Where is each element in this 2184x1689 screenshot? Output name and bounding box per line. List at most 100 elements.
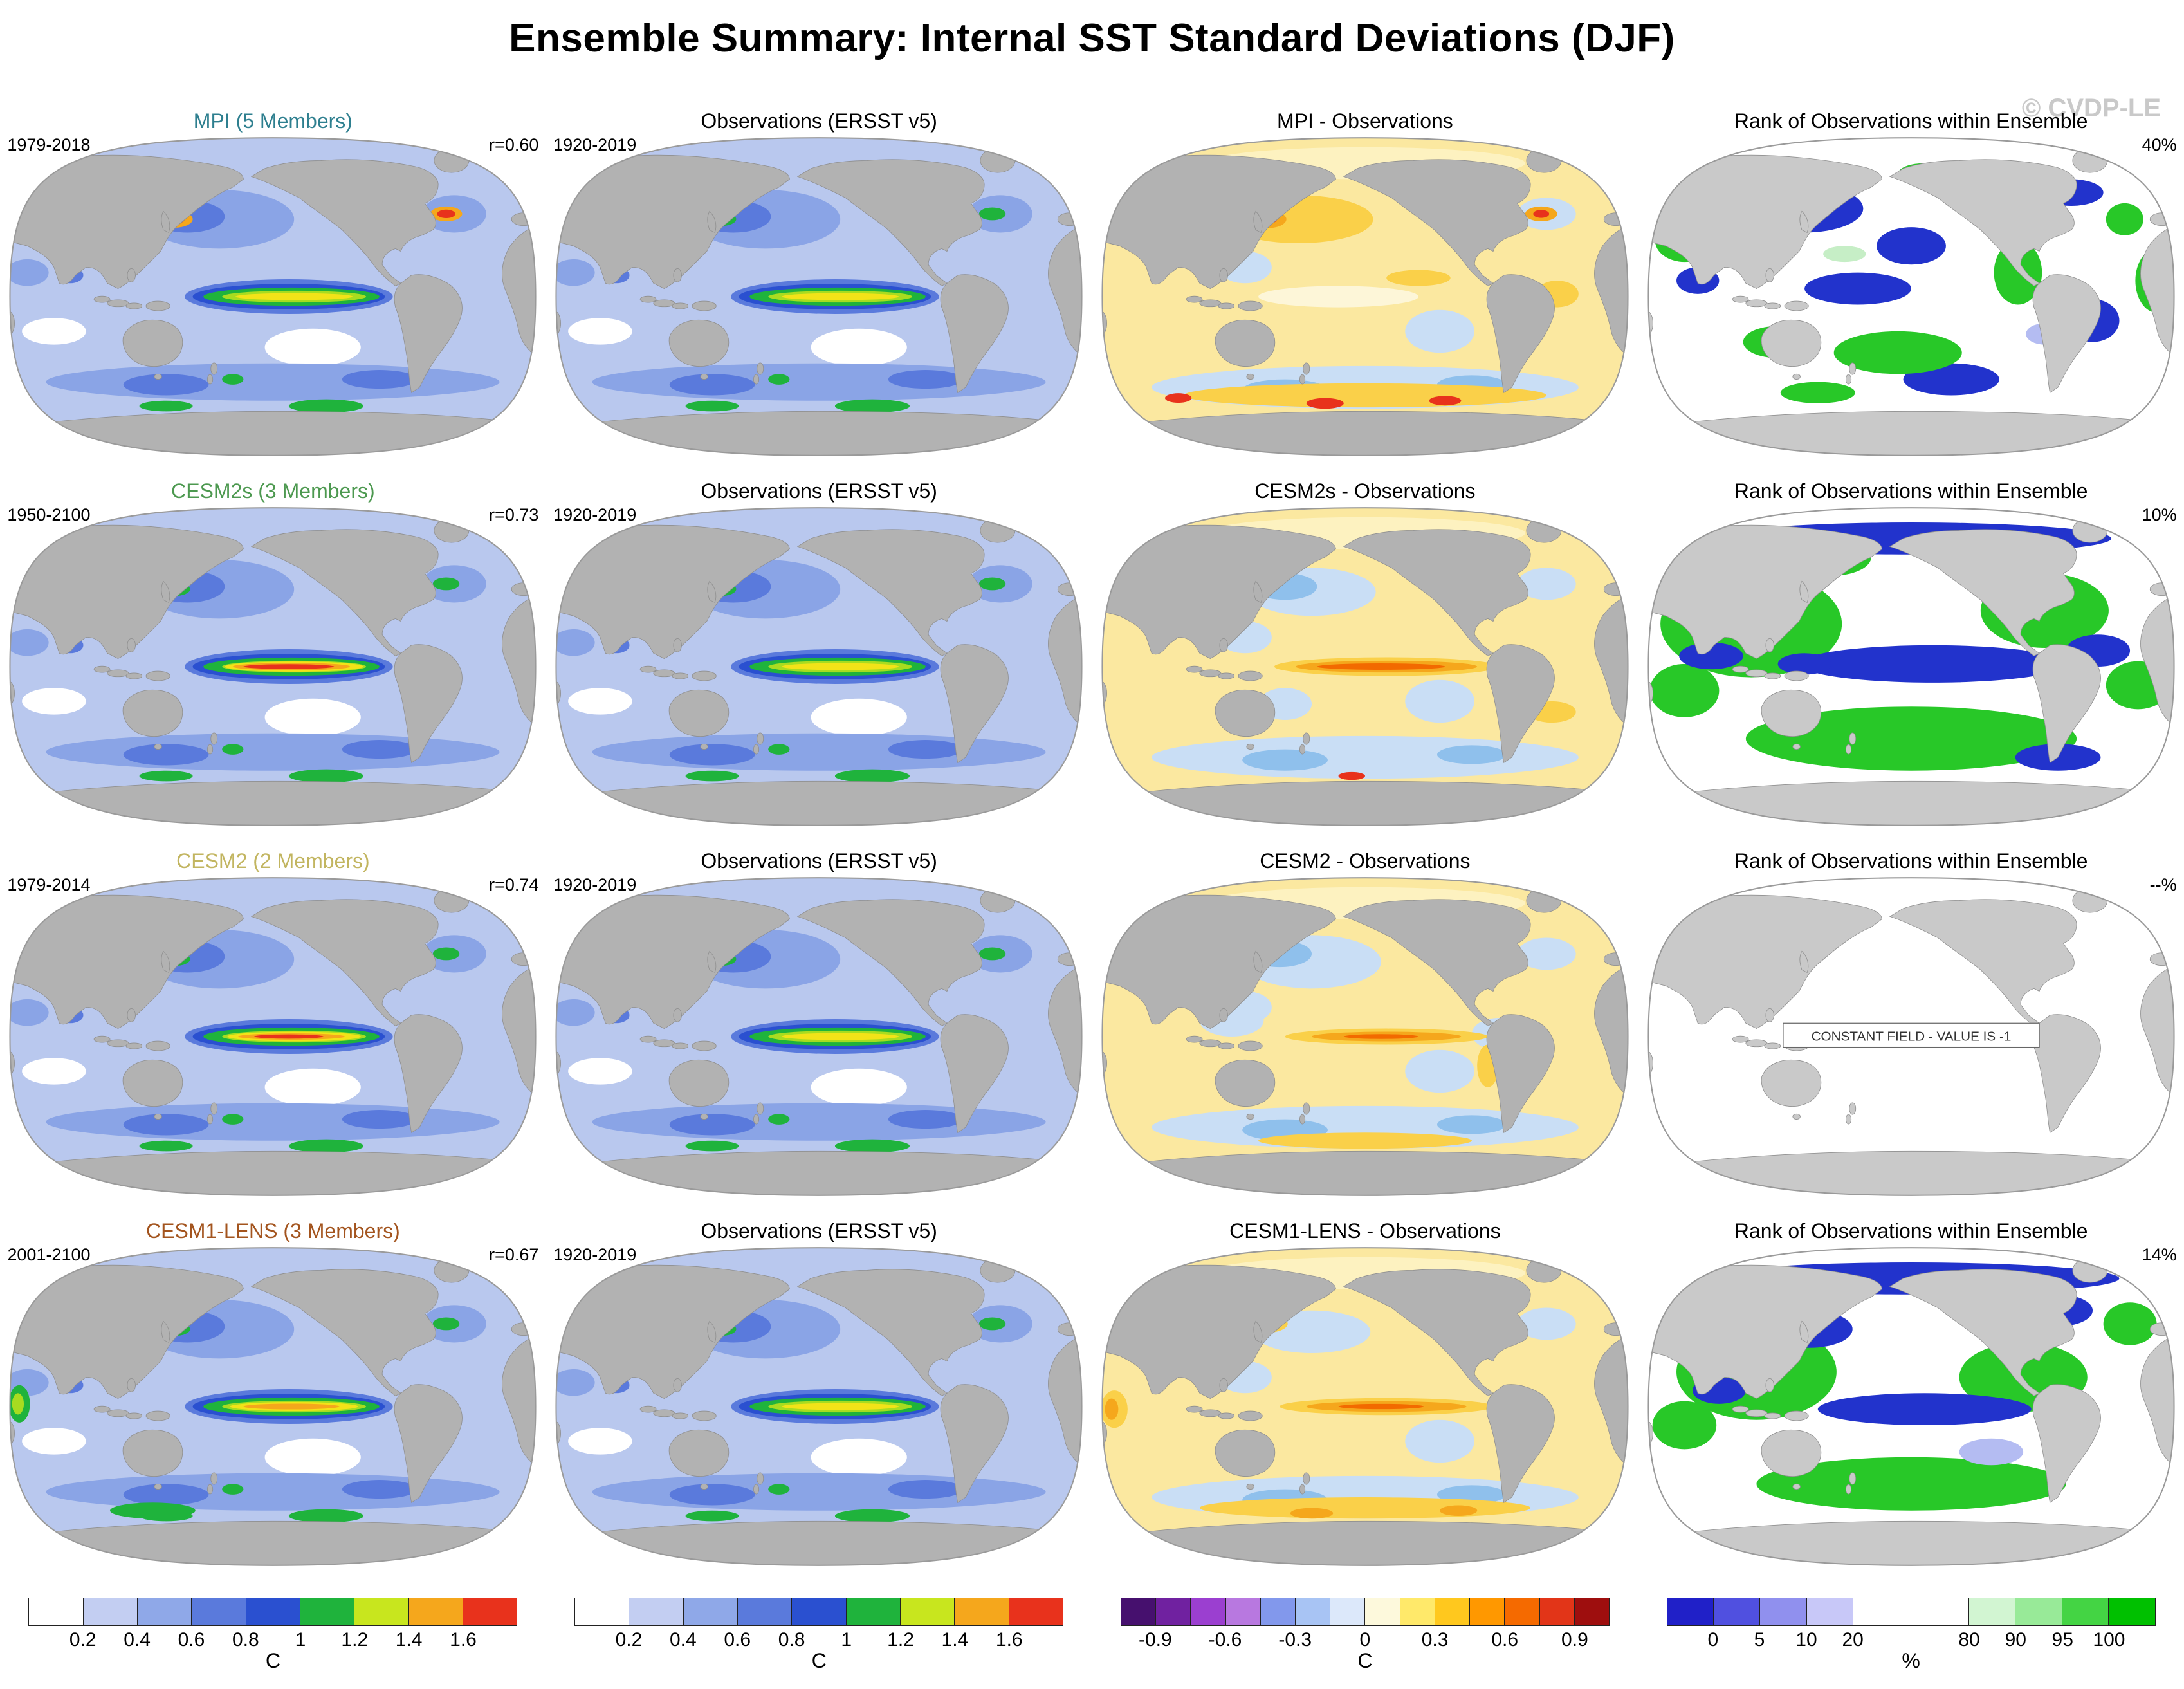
map-image [552, 874, 1086, 1199]
world-map [1098, 134, 1632, 459]
period-label: 1920-2019 [553, 875, 637, 894]
colorbar-segment [955, 1598, 1009, 1625]
map-title: Observations (ERSST v5) [701, 849, 937, 872]
map-title: CESM2 - Observations [1260, 849, 1471, 872]
period-label: 1979-2018 [7, 135, 91, 154]
colorbar-segment [1295, 1598, 1331, 1625]
map-image [1644, 1244, 2178, 1569]
colorbar-segment [1365, 1598, 1400, 1625]
colorbar-tick: 80 [1958, 1629, 1980, 1650]
colorbar-segment [846, 1598, 901, 1625]
colorbar-segment [1539, 1598, 1575, 1625]
map-image: CONSTANT FIELD - VALUE IS -1 [1644, 874, 2178, 1199]
colorbar-unit-label: C [811, 1649, 827, 1672]
colorbar-segment [1121, 1598, 1157, 1625]
colorbar-tick: 100 [2093, 1629, 2125, 1650]
colorbar-unit-label: C [265, 1649, 280, 1672]
colorbar-tick: -0.3 [1278, 1629, 1312, 1650]
colorbar-tick: 1.4 [941, 1629, 969, 1650]
map-row: CESM2 (2 Members) 1979-2014 r=0.74 Observat… [0, 848, 2184, 1218]
colorbar-tick: 10 [1795, 1629, 1817, 1650]
colorbar-segment [83, 1598, 138, 1625]
colorbar-segment [575, 1598, 630, 1625]
world-map [1098, 504, 1632, 829]
map-cell: Observations (ERSST v5) 1920-2019 [546, 478, 1092, 848]
colorbar-segment [629, 1598, 684, 1625]
colorbar-tick: 1.2 [341, 1629, 369, 1650]
colorbar-segment [1156, 1598, 1191, 1625]
map-cell: Rank of Observations within Ensemble --% C… [1638, 848, 2184, 1218]
colorbar-segment [246, 1598, 301, 1625]
colorbar-ticks: -0.9 -0.6 -0.3 0 0.3 0.6 0.9 [1121, 1626, 1610, 1650]
colorbar-segment [1806, 1598, 1854, 1625]
map-title: Rank of Observations within Ensemble [1734, 109, 2088, 133]
figure-title: Ensemble Summary: Internal SST Standard … [509, 16, 1675, 60]
map-title: CESM1-LENS (3 Members) [146, 1219, 400, 1242]
colorbar-swatches [1666, 1598, 2156, 1626]
map-cell: CESM2s (3 Members) 1950-2100 r=0.73 [0, 478, 546, 848]
colorbar-segment [138, 1598, 192, 1625]
colorbar-unit-label: C [1357, 1649, 1373, 1672]
map-cell: Rank of Observations within Ensemble 10% [1638, 478, 2184, 848]
rank-percent-label: 10% [2142, 505, 2177, 524]
map-cell: Rank of Observations within Ensemble 14% [1638, 1218, 2184, 1588]
colorbar-segment [1505, 1598, 1540, 1625]
map-cell: CESM2s - Observations [1092, 478, 1638, 848]
world-map: 1920-2019 [552, 134, 1086, 459]
colorbar-tick: 1.6 [995, 1629, 1023, 1650]
colorbar-row: 0.2 0.4 0.6 0.8 1 1.2 1.4 1.6 C 0.2 0.4 0.6 0.8 1 1.2 1… [0, 1598, 2184, 1673]
colorbar-segment [29, 1598, 84, 1625]
map-row: CESM1-LENS (3 Members) 2001-2100 r=0.67 Obs… [0, 1218, 2184, 1588]
colorbar-segment [1968, 1598, 2016, 1625]
colorbar-tick: 0.8 [232, 1629, 259, 1650]
colorbar-segment [192, 1598, 246, 1625]
world-map [1098, 1244, 1632, 1569]
map-cell: MPI - Observations [1092, 108, 1638, 478]
colorbar-tick: 1.2 [887, 1629, 914, 1650]
colorbar-tick: 0.9 [1561, 1629, 1588, 1650]
world-map: 1920-2019 [552, 1244, 1086, 1569]
map-title: MPI - Observations [1276, 109, 1453, 133]
colorbar-tick: 1 [295, 1629, 306, 1650]
map-image [1098, 1244, 1632, 1569]
colorbar-tick: 0.4 [669, 1629, 697, 1650]
colorbar-ticks: 0.2 0.4 0.6 0.8 1 1.2 1.4 1.6 [28, 1626, 517, 1650]
map-image [1098, 134, 1632, 459]
map-title: Rank of Observations within Ensemble [1734, 849, 2088, 872]
world-map: 10% [1644, 504, 2178, 829]
colorbar-segment [738, 1598, 793, 1625]
cvdp-watermark: © CVDP-LE [2021, 94, 2161, 122]
map-image [1098, 504, 1632, 829]
constant-field-note-text: CONSTANT FIELD - VALUE IS -1 [1811, 1029, 2011, 1044]
colorbar-unit-label: % [1902, 1649, 1920, 1672]
map-row: MPI (5 Members) 1979-2018 r=0.60 Observatio… [0, 108, 2184, 478]
map-title: Observations (ERSST v5) [701, 479, 937, 503]
map-title: Rank of Observations within Ensemble [1734, 479, 2088, 503]
colorbar-tick: 0.8 [778, 1629, 805, 1650]
colorbar-segment [1225, 1598, 1261, 1625]
period-label: 1920-2019 [553, 1245, 637, 1264]
colorbar-tick: 95 [2051, 1629, 2073, 1650]
colorbar-segment [1260, 1598, 1296, 1625]
colorbar-tick: 0.6 [1491, 1629, 1519, 1650]
world-map: 2001-2100 r=0.67 [6, 1244, 540, 1569]
rank-percent-label: 14% [2142, 1245, 2177, 1264]
world-map: 1950-2100 r=0.73 [6, 504, 540, 829]
colorbar: -0.9 -0.6 -0.3 0 0.3 0.6 0.9 C [1120, 1598, 1610, 1673]
correlation-label: r=0.73 [489, 505, 539, 524]
colorbar-segment [1714, 1598, 1761, 1625]
colorbar-tick: 0.6 [178, 1629, 205, 1650]
map-title: Rank of Observations within Ensemble [1734, 1219, 2088, 1242]
colorbar-tick: -0.6 [1208, 1629, 1242, 1650]
colorbar-segment [2062, 1598, 2109, 1625]
colorbar-segment [1574, 1598, 1609, 1625]
colorbar-segment [792, 1598, 847, 1625]
correlation-label: r=0.67 [489, 1245, 539, 1264]
colorbar-segment [1330, 1598, 1366, 1625]
colorbar-swatches [28, 1598, 518, 1626]
map-image [552, 134, 1086, 459]
colorbar-tick: 0.6 [724, 1629, 751, 1650]
map-cell: CESM1-LENS - Observations [1092, 1218, 1638, 1588]
map-title: MPI (5 Members) [193, 109, 353, 133]
map-row: CESM2s (3 Members) 1950-2100 r=0.73 Observa… [0, 478, 2184, 848]
